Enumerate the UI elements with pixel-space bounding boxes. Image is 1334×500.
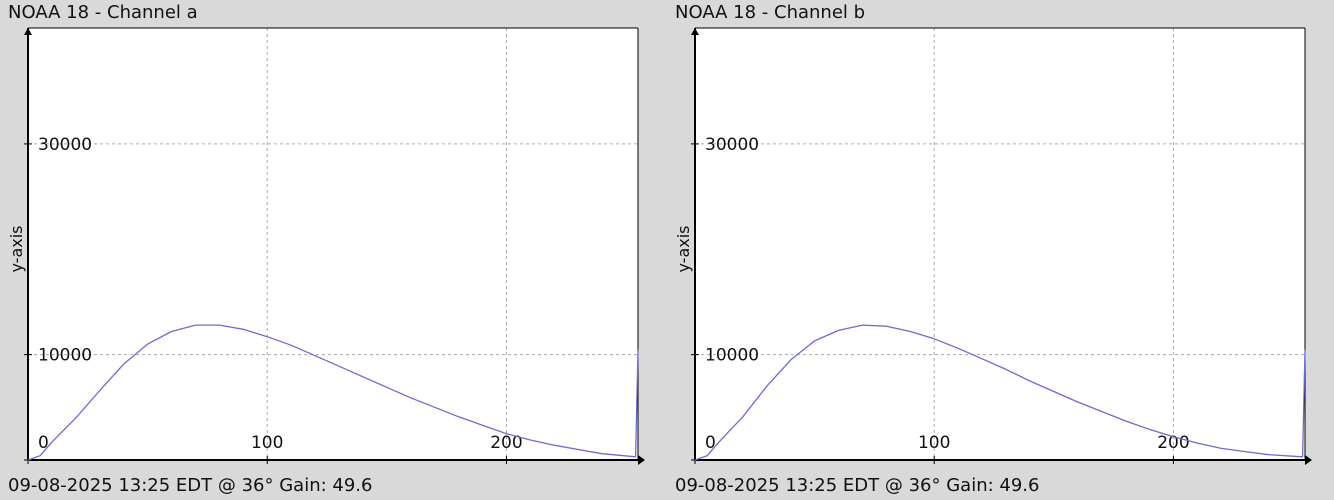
series-line	[694, 324, 1306, 461]
chart-panel-a: NOAA 18 - Channel a 100 200 0 10000 30000 y-a…	[7, 2, 645, 496]
y-axis-label: y-axis	[7, 225, 26, 272]
chart-footer-caption: 09-08-2025 13:25 EDT @ 36° Gain: 49.6	[675, 475, 1040, 496]
plot-area: 100 200 0 10000 30000 y-axis	[7, 27, 645, 465]
x-axis-arrow-icon	[638, 455, 645, 465]
chart-title: NOAA 18 - Channel a	[8, 2, 198, 23]
plot-background	[28, 28, 638, 460]
x-tick-label: 100	[918, 433, 950, 453]
y-tick-label: 0	[705, 433, 716, 453]
y-tick-label: 0	[38, 433, 49, 453]
chart-title: NOAA 18 - Channel b	[675, 2, 866, 23]
plot-background	[695, 28, 1305, 460]
y-tick-label: 10000	[38, 346, 92, 366]
plot-area: 100 200 0 10000 30000 y-axis	[674, 27, 1312, 465]
chart-footer-caption: 09-08-2025 13:25 EDT @ 36° Gain: 49.6	[8, 475, 373, 496]
x-tick-label: 200	[490, 433, 522, 453]
chart-panel-b: NOAA 18 - Channel b 100 200 0 10000 30000 y-a…	[667, 0, 1334, 500]
y-axis-arrow-icon	[24, 28, 32, 35]
x-tick-label: 200	[1157, 433, 1189, 453]
series-line	[27, 324, 639, 461]
y-axis-label: y-axis	[674, 225, 693, 272]
y-tick-label: 30000	[705, 135, 759, 155]
x-tick-label: 100	[251, 433, 283, 453]
y-tick-label: 10000	[705, 346, 759, 366]
x-axis-arrow-icon	[1305, 455, 1312, 465]
y-tick-label: 30000	[38, 135, 92, 155]
y-axis-arrow-icon	[691, 28, 699, 35]
